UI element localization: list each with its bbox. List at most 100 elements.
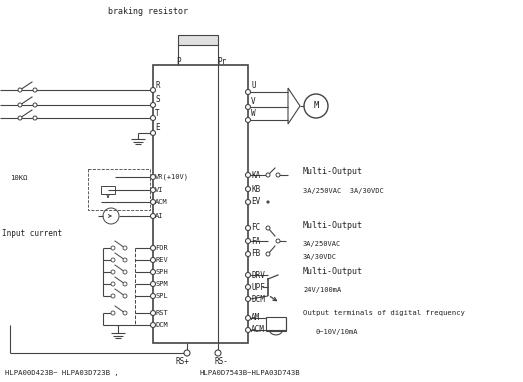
Text: DCM: DCM bbox=[155, 322, 168, 328]
Circle shape bbox=[276, 239, 280, 243]
Text: E: E bbox=[155, 123, 160, 133]
Circle shape bbox=[123, 311, 127, 315]
Text: T: T bbox=[155, 108, 160, 118]
Circle shape bbox=[123, 270, 127, 274]
Circle shape bbox=[245, 105, 251, 110]
Circle shape bbox=[245, 89, 251, 94]
Bar bbox=[88, 169, 150, 210]
Circle shape bbox=[266, 173, 270, 177]
Circle shape bbox=[151, 115, 155, 120]
Circle shape bbox=[245, 327, 251, 332]
Text: Multi-Output: Multi-Output bbox=[303, 222, 363, 230]
Text: RS+: RS+ bbox=[175, 358, 189, 366]
Circle shape bbox=[184, 350, 190, 356]
Circle shape bbox=[123, 294, 127, 298]
Text: FOR: FOR bbox=[155, 245, 168, 251]
Circle shape bbox=[33, 88, 37, 92]
Text: KB: KB bbox=[251, 185, 260, 194]
Text: DCM: DCM bbox=[251, 295, 265, 304]
Circle shape bbox=[151, 87, 155, 92]
Circle shape bbox=[245, 225, 251, 230]
Circle shape bbox=[33, 116, 37, 120]
Text: P: P bbox=[176, 58, 180, 66]
Circle shape bbox=[151, 322, 155, 327]
Text: braking resistor: braking resistor bbox=[108, 8, 188, 16]
Circle shape bbox=[123, 246, 127, 250]
Circle shape bbox=[245, 186, 251, 191]
Text: S: S bbox=[155, 96, 160, 105]
Circle shape bbox=[111, 258, 115, 262]
Circle shape bbox=[111, 270, 115, 274]
Text: KA: KA bbox=[251, 170, 260, 180]
Text: M: M bbox=[313, 102, 319, 110]
Text: ACM: ACM bbox=[251, 325, 265, 335]
Circle shape bbox=[245, 118, 251, 123]
Circle shape bbox=[123, 282, 127, 286]
Text: VI: VI bbox=[155, 187, 164, 193]
Text: FB: FB bbox=[251, 249, 260, 259]
Circle shape bbox=[267, 201, 269, 203]
Circle shape bbox=[111, 294, 115, 298]
Circle shape bbox=[266, 252, 270, 256]
Text: SPL: SPL bbox=[155, 293, 168, 299]
Text: U: U bbox=[251, 81, 256, 91]
Circle shape bbox=[111, 311, 115, 315]
Text: Input current: Input current bbox=[2, 230, 62, 238]
Circle shape bbox=[151, 199, 155, 204]
Circle shape bbox=[151, 293, 155, 298]
Circle shape bbox=[215, 350, 221, 356]
Circle shape bbox=[18, 88, 22, 92]
Circle shape bbox=[33, 103, 37, 107]
Circle shape bbox=[266, 226, 270, 230]
Circle shape bbox=[245, 316, 251, 320]
Circle shape bbox=[151, 257, 155, 262]
Text: R: R bbox=[155, 81, 160, 89]
Circle shape bbox=[245, 173, 251, 178]
Circle shape bbox=[245, 272, 251, 277]
Circle shape bbox=[276, 173, 280, 177]
Circle shape bbox=[18, 116, 22, 120]
Text: 3A/30VDC: 3A/30VDC bbox=[303, 254, 337, 260]
Bar bbox=[153, 65, 248, 343]
Text: SPH: SPH bbox=[155, 269, 168, 275]
Bar bbox=[178, 35, 218, 45]
Text: 0~10V/10mA: 0~10V/10mA bbox=[316, 329, 358, 335]
Text: SPM: SPM bbox=[155, 281, 168, 287]
Circle shape bbox=[151, 102, 155, 107]
Circle shape bbox=[151, 282, 155, 286]
Circle shape bbox=[18, 103, 22, 107]
Circle shape bbox=[245, 251, 251, 256]
Text: VR(+10V): VR(+10V) bbox=[155, 174, 189, 180]
Text: V: V bbox=[251, 97, 256, 105]
Circle shape bbox=[111, 246, 115, 250]
Text: REV: REV bbox=[155, 257, 168, 263]
Text: 3A/250VAC  3A/30VDC: 3A/250VAC 3A/30VDC bbox=[303, 188, 384, 194]
Bar bbox=[101, 186, 115, 194]
Text: FA: FA bbox=[251, 236, 260, 246]
Circle shape bbox=[123, 258, 127, 262]
Circle shape bbox=[151, 246, 155, 251]
Text: EV: EV bbox=[251, 197, 260, 207]
Circle shape bbox=[151, 269, 155, 275]
Text: UPF: UPF bbox=[251, 283, 265, 291]
Text: Multi-Output: Multi-Output bbox=[303, 267, 363, 277]
Circle shape bbox=[111, 282, 115, 286]
Text: AI: AI bbox=[155, 213, 164, 219]
Circle shape bbox=[245, 285, 251, 290]
Text: 10KΩ: 10KΩ bbox=[10, 175, 28, 181]
Bar bbox=[266, 317, 286, 331]
Text: ACM: ACM bbox=[155, 199, 168, 205]
Circle shape bbox=[151, 131, 155, 136]
Text: 24V/100mA: 24V/100mA bbox=[303, 287, 341, 293]
Text: AM: AM bbox=[251, 314, 260, 322]
Text: Pr: Pr bbox=[217, 58, 226, 66]
Text: FC: FC bbox=[251, 223, 260, 233]
Circle shape bbox=[245, 199, 251, 204]
Text: RST: RST bbox=[155, 310, 168, 316]
Circle shape bbox=[245, 296, 251, 301]
Text: RS-: RS- bbox=[214, 358, 228, 366]
Text: HLPA00D423B~ HLPA03D723B ,: HLPA00D423B~ HLPA03D723B , bbox=[5, 370, 119, 376]
Text: DRV: DRV bbox=[251, 270, 265, 280]
Text: W: W bbox=[251, 110, 256, 118]
Text: Multi-Output: Multi-Output bbox=[303, 167, 363, 175]
